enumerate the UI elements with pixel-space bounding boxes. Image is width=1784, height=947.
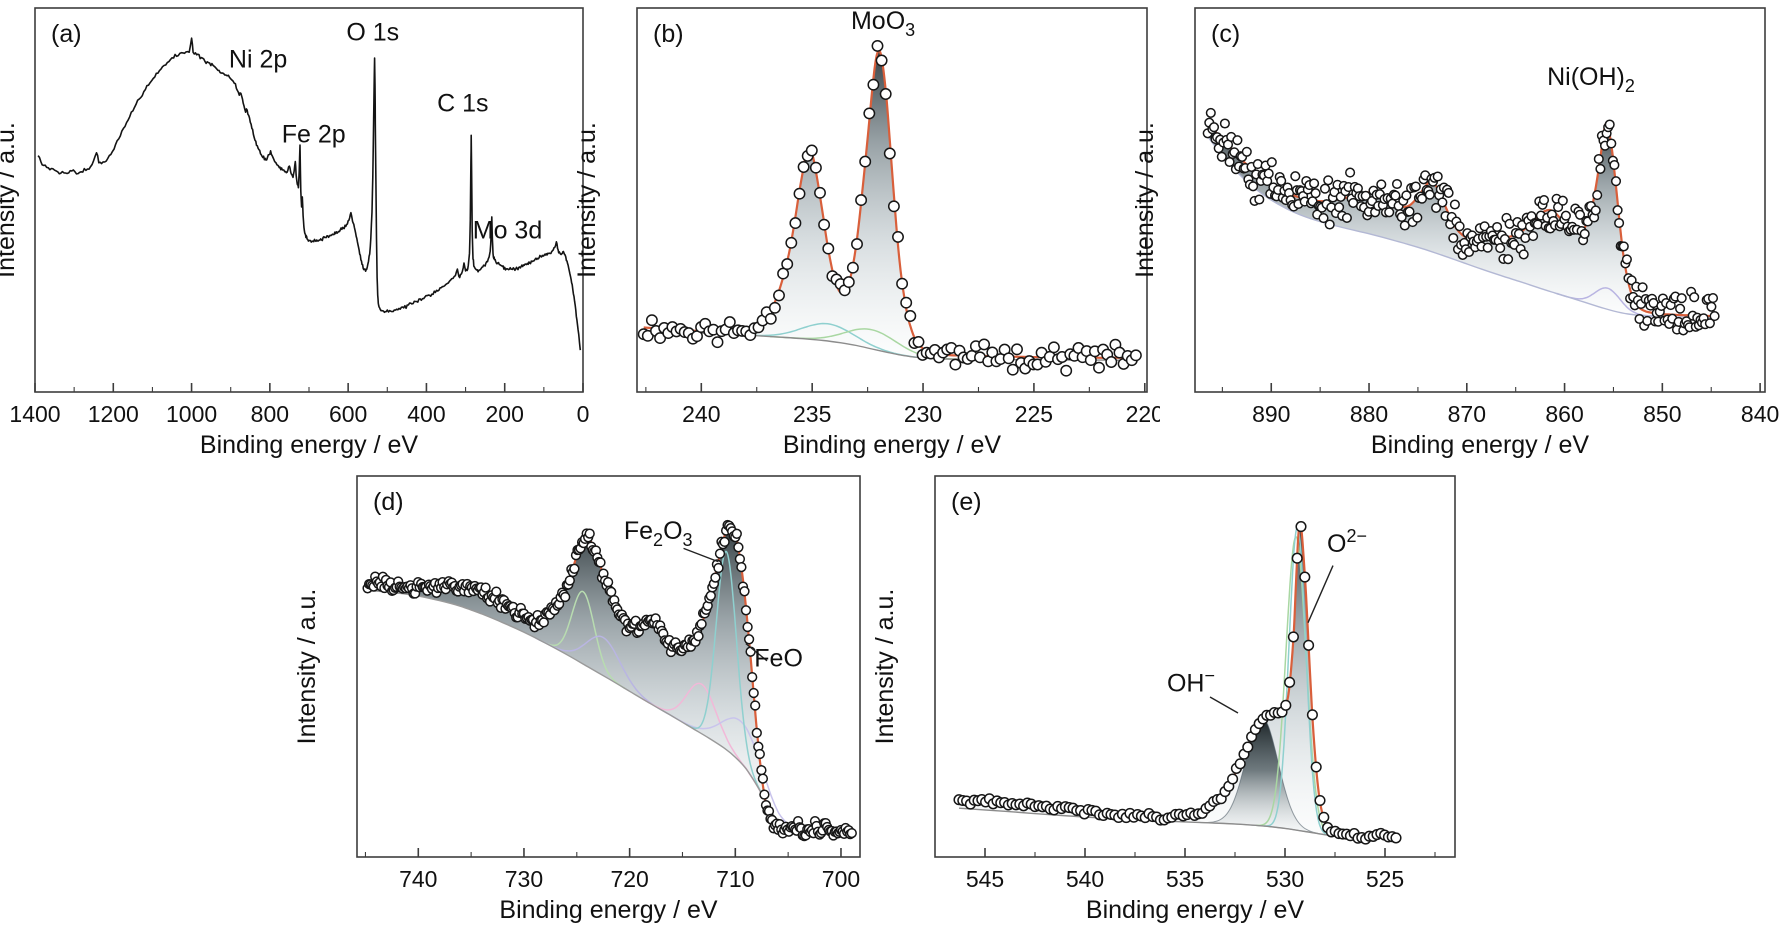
x-tick-label: 235 [793,401,831,427]
x-axis-title: Binding energy / eV [1371,431,1590,459]
x-tick-label: 400 [407,401,445,427]
x-tick-label: 0 [577,401,590,427]
x-tick-label: 240 [682,401,720,427]
x-tick-label: 535 [1166,866,1204,892]
x-tick-label: 720 [610,866,648,892]
x-axis-title: Binding energy / eV [783,431,1002,459]
peak-annotation: O2− [1327,526,1367,558]
peak-annotation: Fe 2p [282,120,346,148]
x-tick-label: 230 [904,401,942,427]
x-tick-label: 850 [1643,401,1681,427]
peak-annotation: MoO3 [851,7,915,40]
x-tick-label: 525 [1366,866,1404,892]
peak-annotation: Ni 2p [229,46,287,74]
panel-c-chart: Ni(OH)2 890 880 870 860 850 840 Binding energy … [1131,7,1779,459]
x-tick-label: 800 [251,401,289,427]
x-tick-label: 545 [966,866,1004,892]
peak-annotation: Ni(OH)2 [1547,63,1635,96]
y-axis-title: Intensity / a.u. [1131,122,1159,278]
panel-d-chart: Fe2O3 FeO 740 730 720 710 700 Binding energy / … [295,475,861,924]
panel-e-chart: OH− O2− 545 540 535 530 525 Binding energy / eV… [871,475,1456,924]
peak-annotation: O 1s [346,19,399,47]
panel-letter: (c) [1211,20,1240,48]
y-axis-title: Intensity / a.u. [0,122,20,278]
y-axis-title: Intensity / a.u. [573,122,601,278]
panel-b-chart: MoO3 240 235 230 225 220 Binding energy / eV In… [573,7,1160,459]
x-tick-label: 1000 [166,401,217,427]
peak-annotation: C 1s [437,90,488,118]
panel-a: Ni 2p Fe 2p O 1s C 1s Mo 3d 1400 1200 1000 800 60… [0,0,600,465]
peak-annotation: FeO [754,645,803,673]
panel-e: OH− O2− 545 540 535 530 525 Binding energy / eV… [870,468,1470,947]
panel-a-chart: Ni 2p Fe 2p O 1s C 1s Mo 3d 1400 1200 1000 800 60… [0,7,590,459]
x-tick-label: 600 [329,401,367,427]
x-tick-label: 860 [1545,401,1583,427]
x-tick-label: 540 [1066,866,1104,892]
x-tick-label: 1400 [9,401,60,427]
x-tick-label: 890 [1252,401,1290,427]
x-axis-title: Binding energy / eV [200,431,419,459]
panel-letter: (d) [373,488,404,516]
peak-annotation: Fe2O3 [624,517,693,550]
x-tick-label: 1200 [88,401,139,427]
x-tick-label: 730 [505,866,543,892]
y-axis-title: Intensity / a.u. [295,589,321,745]
x-tick-label: 870 [1448,401,1486,427]
x-tick-label: 840 [1741,401,1779,427]
panel-d: Fe2O3 FeO 740 730 720 710 700 Binding energy / … [295,468,875,947]
x-tick-label: 220 [1126,401,1160,427]
x-tick-label: 225 [1015,401,1053,427]
x-tick-label: 530 [1266,866,1304,892]
x-tick-label: 880 [1350,401,1388,427]
x-tick-label: 700 [822,866,860,892]
x-axis-title: Binding energy / eV [1086,896,1305,924]
panel-letter: (a) [51,20,82,48]
x-tick-label: 200 [486,401,524,427]
x-axis-title: Binding energy / eV [499,896,718,924]
panel-c: Ni(OH)2 890 880 870 860 850 840 Binding energy … [1120,0,1784,465]
x-tick-label: 710 [716,866,754,892]
peak-annotation: Mo 3d [473,216,542,244]
peak-annotation: OH− [1167,665,1215,697]
panel-letter: (b) [653,20,684,48]
x-tick-label: 740 [399,866,437,892]
panel-b: MoO3 240 235 230 225 220 Binding energy / eV In… [560,0,1160,465]
panel-letter: (e) [951,488,982,516]
y-axis-title: Intensity / a.u. [871,589,899,745]
